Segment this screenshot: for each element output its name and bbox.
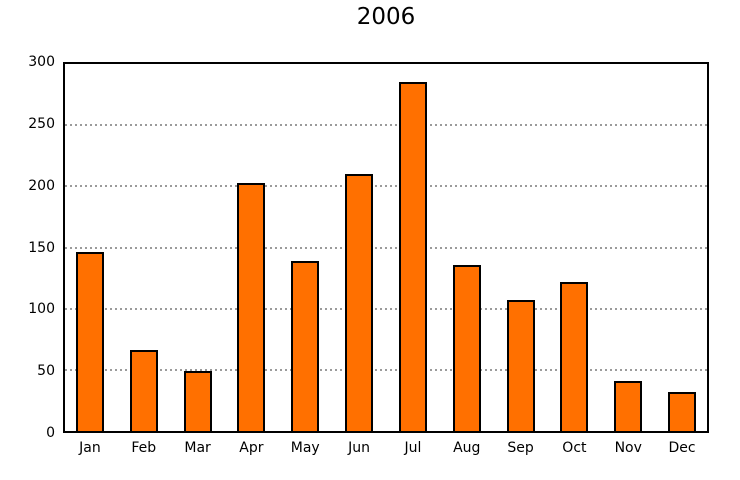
y-tick-label-0: 0 [46, 425, 55, 441]
bar-nov [614, 380, 643, 431]
x-tick-label-dec: Dec [668, 440, 696, 456]
x-tick-label-feb: Feb [131, 440, 157, 456]
bar-apr [237, 182, 266, 431]
bar-jan [75, 252, 104, 431]
x-tick-label-nov: Nov [614, 440, 642, 456]
y-tick-label-100: 100 [28, 301, 55, 318]
x-tick-label-mar: Mar [184, 440, 211, 456]
bar-feb [129, 350, 158, 431]
bar-aug [452, 264, 481, 431]
bar-mar [183, 371, 212, 431]
bar-jul [398, 82, 427, 431]
bar-sep [506, 300, 535, 431]
x-tick-label-sep: Sep [507, 440, 534, 456]
x-tick-label-jun: Jun [348, 440, 371, 456]
x-tick-label-jul: Jul [404, 440, 422, 456]
y-tick-label-200: 200 [28, 177, 55, 194]
gridline-100 [65, 307, 707, 310]
y-tick-label-250: 250 [28, 115, 55, 132]
gridline-250 [65, 124, 707, 127]
x-tick-label-jan: Jan [79, 440, 101, 456]
x-tick-label-apr: Apr [239, 440, 264, 456]
chart-title: 2006 [356, 4, 416, 30]
bar-dec [668, 391, 697, 431]
bar-may [291, 260, 320, 431]
bar-jun [345, 174, 374, 431]
y-tick-label-150: 150 [28, 239, 55, 256]
gridline-50 [65, 368, 707, 371]
x-tick-label-aug: Aug [453, 440, 481, 456]
gridline-200 [65, 185, 707, 188]
bar-oct [560, 281, 589, 431]
y-tick-label-50: 50 [37, 363, 55, 380]
y-tick-label-300: 300 [28, 54, 55, 70]
x-tick-label-oct: Oct [562, 440, 587, 456]
plot-area [63, 62, 709, 433]
x-tick-label-may: May [290, 440, 320, 456]
gridline-150 [65, 246, 707, 249]
